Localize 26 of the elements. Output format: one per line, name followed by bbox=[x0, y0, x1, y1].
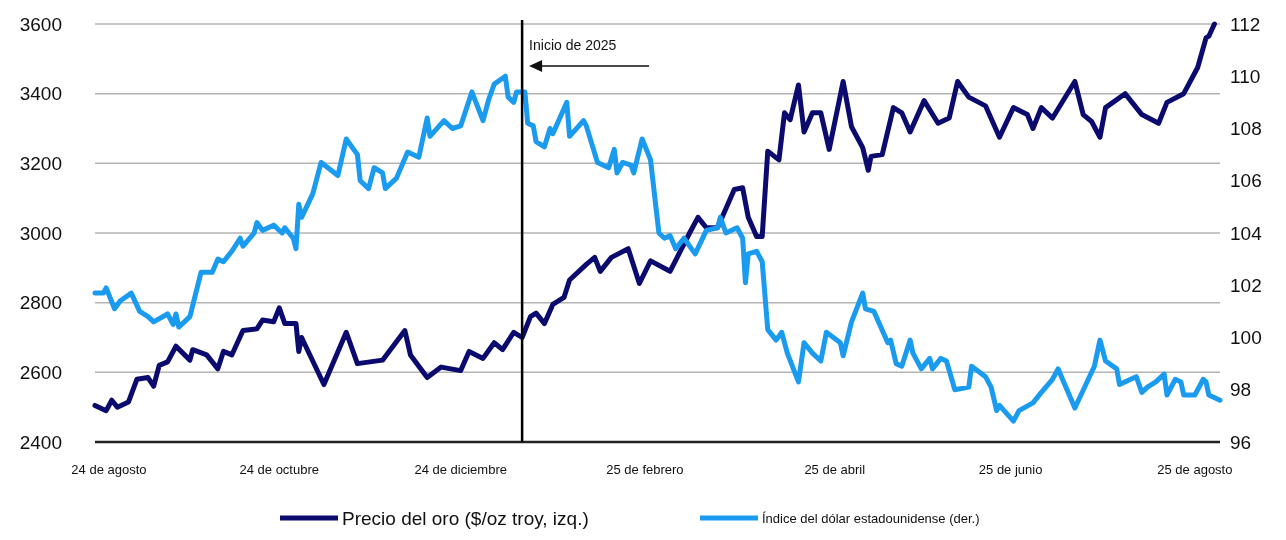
y-tick-label: 2400 bbox=[19, 431, 62, 453]
y2-tick-label: 108 bbox=[1230, 118, 1262, 140]
y-tick-label: 3000 bbox=[19, 222, 62, 244]
x-tick-label: 24 de diciembre bbox=[414, 462, 507, 477]
ref-line-label: Inicio de 2025 bbox=[529, 37, 617, 53]
y2-tick-label: 100 bbox=[1230, 327, 1262, 349]
y-tick-label: 3200 bbox=[19, 152, 62, 174]
y2-tick-label: 112 bbox=[1230, 13, 1261, 35]
x-tick-label: 25 de junio bbox=[978, 462, 1043, 477]
y2-tick-label: 104 bbox=[1230, 222, 1263, 244]
y-tick-label: 2800 bbox=[19, 292, 62, 314]
legend-label: Precio del oro ($/oz troy, izq.) bbox=[342, 507, 589, 529]
y2-tick-label: 110 bbox=[1230, 65, 1261, 87]
y2-tick-label: 102 bbox=[1230, 274, 1262, 296]
y2-tick-label: 96 bbox=[1230, 431, 1252, 453]
legend-label: Índice del dólar estadounidense (der.) bbox=[762, 510, 980, 526]
x-tick-label: 24 de octubre bbox=[239, 462, 319, 477]
y-tick-label: 3600 bbox=[19, 13, 62, 35]
y2-tick-label: 106 bbox=[1230, 170, 1262, 192]
x-tick-label: 25 de abril bbox=[804, 462, 866, 477]
x-tick-label: 25 de febrero bbox=[606, 462, 684, 477]
y-tick-label: 3400 bbox=[19, 83, 62, 105]
y2-tick-label: 98 bbox=[1230, 379, 1252, 401]
y-tick-label: 2600 bbox=[19, 361, 62, 383]
x-tick-label: 25 de agosto bbox=[1157, 462, 1233, 477]
x-tick-label: 24 de agosto bbox=[71, 462, 147, 477]
